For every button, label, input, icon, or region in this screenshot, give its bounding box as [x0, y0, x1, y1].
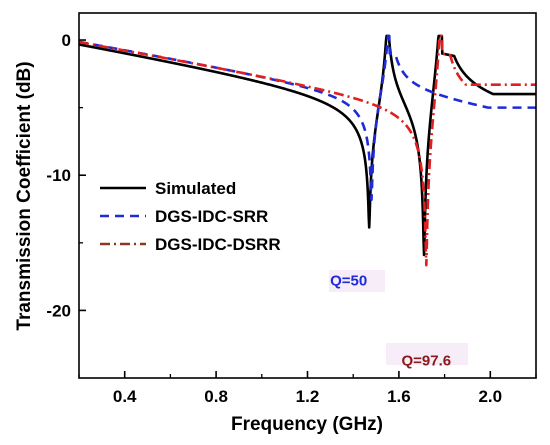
x-tick-label: 0.8	[204, 387, 228, 406]
x-axis-label: Frequency (GHz)	[231, 414, 383, 435]
x-axis: 0.4 0.8 1.2 1.6 2.0	[78, 371, 537, 406]
series-line-1	[78, 34, 537, 202]
plot-frame	[78, 12, 537, 379]
series-line-2	[78, 34, 537, 267]
annotations: Q=50 Q=97.6	[329, 270, 468, 369]
annotation-q50-highlight	[329, 270, 385, 292]
x-tick-label: 0.4	[113, 387, 137, 406]
y-axis-label: Transmission Coefficient (dB)	[14, 61, 35, 330]
annotation-q50: Q=50	[330, 273, 367, 290]
y-tick-label: 0	[62, 31, 71, 50]
y-axis: 0 -10 -20	[46, 31, 86, 320]
legend: Simulated DGS-IDC-SRR DGS-IDC-DSRR	[100, 179, 281, 254]
x-tick-label: 1.6	[387, 387, 411, 406]
x-tick-label: 2.0	[478, 387, 502, 406]
series-line-0	[78, 34, 537, 257]
legend-label-simulated: Simulated	[155, 179, 236, 198]
annotation-q97-highlight	[386, 343, 468, 365]
legend-label-srr: DGS-IDC-SRR	[155, 207, 268, 226]
y-tick-label: -10	[46, 166, 71, 185]
x-tick-label: 1.2	[296, 387, 320, 406]
legend-label-dsrr: DGS-IDC-DSRR	[155, 235, 281, 254]
annotation-q97: Q=97.6	[402, 352, 452, 369]
plot-curves	[78, 34, 537, 267]
y-tick-label: -20	[46, 301, 71, 320]
